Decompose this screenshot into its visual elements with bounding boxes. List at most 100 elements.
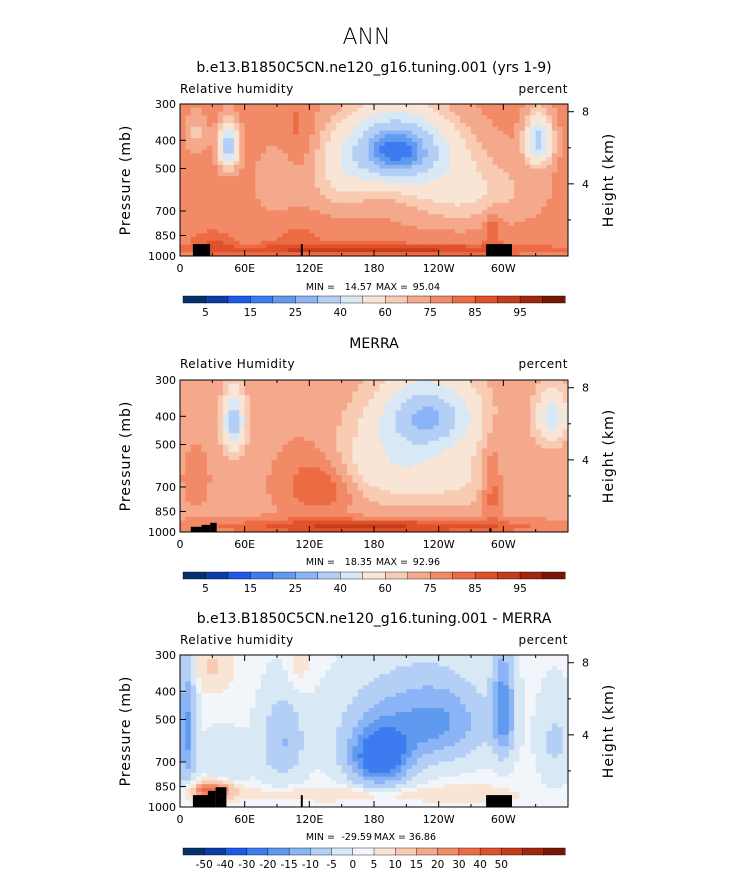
heatmap-cell <box>228 387 235 392</box>
heatmap-cell <box>422 463 429 468</box>
heatmap-cell <box>471 252 477 257</box>
heatmap-cell <box>427 437 434 442</box>
heatmap-cell <box>325 210 332 215</box>
heatmap-cell <box>303 395 310 400</box>
heatmap-cell <box>309 463 316 468</box>
heatmap-cell <box>239 463 246 468</box>
heatmap-cell <box>201 414 208 419</box>
heatmap-cell <box>287 391 294 396</box>
heatmap-cell <box>481 456 488 461</box>
heatmap-cell <box>514 467 520 472</box>
heatmap-cell <box>336 433 343 438</box>
heatmap-cell <box>212 402 219 407</box>
heatmap-cell <box>352 433 359 438</box>
heatmap-cell <box>476 142 483 147</box>
heatmap-cell <box>201 437 208 442</box>
heatmap-cell <box>406 225 413 230</box>
heatmap-cell <box>206 214 213 219</box>
heatmap-cell <box>454 410 461 415</box>
heatmap-cell <box>449 478 456 483</box>
heatmap-cell <box>460 206 467 211</box>
heatmap-cell <box>374 421 380 426</box>
heatmap-cell <box>239 104 246 109</box>
heatmap-cell <box>271 429 278 434</box>
heatmap-cell <box>325 168 332 173</box>
heatmap-cell <box>481 406 488 411</box>
heatmap-cell <box>314 153 321 158</box>
heatmap-cell <box>239 425 246 430</box>
heatmap-cell <box>444 164 450 169</box>
heatmap-cell <box>271 225 278 230</box>
heatmap-cell <box>562 478 569 483</box>
heatmap-cell <box>379 176 386 181</box>
heatmap-cell <box>255 244 262 249</box>
heatmap-cell <box>314 180 321 185</box>
heatmap-cell <box>481 482 488 487</box>
heatmap-cell <box>422 202 429 207</box>
heatmap-cell <box>336 180 343 185</box>
heatmap-cell <box>438 452 445 457</box>
heatmap-cell <box>546 452 553 457</box>
heatmap-cell <box>244 380 251 385</box>
heatmap-cell <box>400 104 407 109</box>
heatmap-cell <box>309 221 316 226</box>
heatmap-cell <box>497 218 504 223</box>
heatmap-cell <box>271 115 278 120</box>
heatmap-cell <box>325 149 332 154</box>
heatmap-cell <box>492 240 499 245</box>
heatmap-cell <box>551 221 558 226</box>
heatmap-cell <box>309 406 316 411</box>
heatmap-cell <box>233 444 240 449</box>
heatmap-cell <box>541 130 547 135</box>
heatmap-cell <box>417 448 423 453</box>
heatmap-cell <box>233 191 240 196</box>
heatmap-cell <box>460 218 467 223</box>
heatmap-cell <box>320 402 326 407</box>
heatmap-cell <box>417 406 423 411</box>
heatmap-cell <box>228 482 235 487</box>
heatmap-cell <box>492 104 499 109</box>
heatmap-cell <box>196 210 202 215</box>
heatmap-cell <box>508 440 515 445</box>
heatmap-cell <box>400 248 407 253</box>
heatmap-cell <box>363 187 370 192</box>
heatmap-cell <box>185 107 192 112</box>
heatmap-cell <box>314 437 321 442</box>
heatmap-cell <box>433 456 440 461</box>
heatmap-cell <box>255 437 262 442</box>
heatmap-cell <box>422 233 429 238</box>
heatmap-cell <box>293 229 299 234</box>
heatmap-cell <box>228 233 235 238</box>
heatmap-cell <box>411 107 418 112</box>
heatmap-cell <box>223 161 229 166</box>
heatmap-cell <box>260 225 267 230</box>
heatmap-cell <box>266 252 273 257</box>
heatmap-cell <box>406 399 413 404</box>
heatmap-cell <box>427 104 434 109</box>
heatmap-cell <box>266 414 273 419</box>
heatmap-cell <box>239 395 246 400</box>
heatmap-cell <box>379 172 386 177</box>
heatmap-cell <box>330 145 337 150</box>
heatmap-cell <box>465 183 472 188</box>
heatmap-cell <box>417 214 423 219</box>
heatmap-cell <box>341 134 348 139</box>
heatmap-cell <box>260 172 267 177</box>
heatmap-cell <box>217 459 224 464</box>
heatmap-cell <box>271 414 278 419</box>
heatmap-cell <box>519 425 526 430</box>
heatmap-cell <box>266 237 273 242</box>
heatmap-cell <box>454 467 461 472</box>
heatmap-cell <box>535 187 542 192</box>
heatmap-cell <box>562 444 569 449</box>
heatmap-cell <box>487 402 493 407</box>
heatmap-cell <box>336 115 343 120</box>
heatmap-cell <box>368 210 375 215</box>
heatmap-cell <box>444 172 450 177</box>
heatmap-cell <box>250 418 256 423</box>
heatmap-cell <box>228 410 235 415</box>
heatmap-cell <box>406 233 413 238</box>
heatmap-cell <box>336 221 343 226</box>
heatmap-cell <box>212 395 219 400</box>
heatmap-cell <box>180 229 186 234</box>
